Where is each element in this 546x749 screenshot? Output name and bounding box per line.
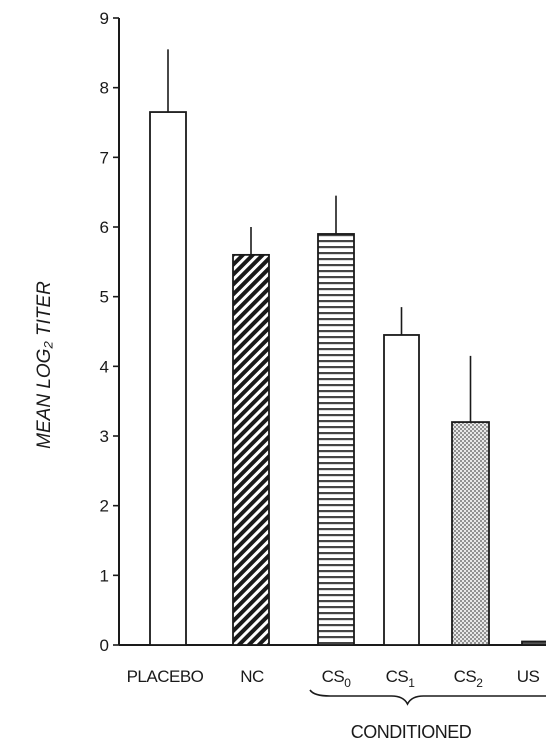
- category-labels: PLACEBO NC CS0 CS1 CS2 US: [127, 667, 540, 690]
- y-tick-label: 8: [100, 79, 109, 98]
- bars: [149, 49, 546, 646]
- y-tick-label: 7: [100, 148, 109, 167]
- category-label-cs0: CS0: [322, 667, 352, 690]
- y-tick-label: 2: [100, 497, 109, 516]
- bar-placebo: [149, 111, 187, 646]
- y-tick-label: 4: [100, 357, 109, 376]
- y-tick-label: 1: [100, 566, 109, 585]
- y-tick-label: 6: [100, 218, 109, 237]
- y-axis-label: MEAN LOG₂ TITER: [34, 281, 55, 449]
- y-tick-label: 3: [100, 427, 109, 446]
- bar-us: [521, 640, 546, 646]
- bar-cs2: [451, 421, 490, 646]
- category-label-cs1: CS1: [386, 667, 416, 690]
- bar-cs1: [383, 334, 420, 646]
- category-label-us: US: [517, 667, 540, 686]
- group-brace: [309, 689, 546, 706]
- y-tick-label: 0: [100, 636, 109, 655]
- y-tick-label: 9: [100, 9, 109, 28]
- category-label-nc: NC: [240, 667, 264, 686]
- category-label-placebo: PLACEBO: [127, 667, 204, 686]
- group-label-conditioned: CONDITIONED: [351, 722, 472, 742]
- bar-cs0: [317, 233, 355, 646]
- category-label-cs2: CS2: [454, 667, 484, 690]
- y-axis: 0 1 2 3 4 5 6 7 8 9: [100, 9, 546, 655]
- bar-nc: [232, 253, 270, 646]
- y-tick-label: 5: [100, 288, 109, 307]
